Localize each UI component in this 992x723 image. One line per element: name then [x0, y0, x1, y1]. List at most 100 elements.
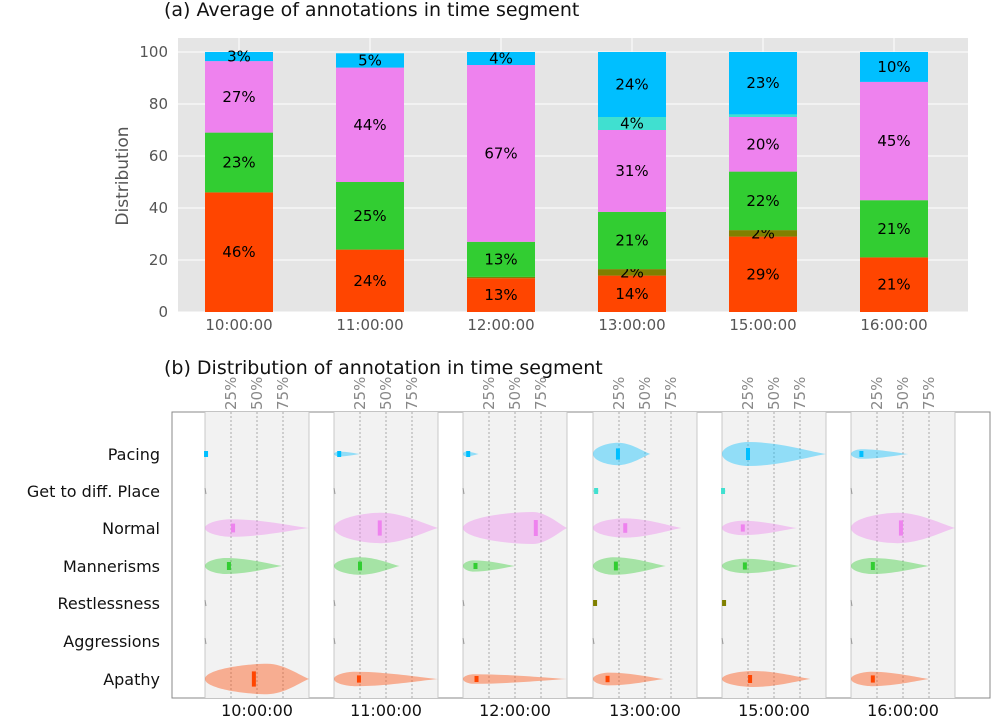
violin-shape — [722, 558, 800, 574]
data-label: 46% — [222, 243, 255, 261]
data-label: 24% — [353, 272, 386, 290]
violin-shape — [205, 663, 309, 695]
bar-segment-mannerisms — [467, 241, 535, 277]
chart-a-title: (a) Average of annotations in time segme… — [164, 0, 579, 21]
violin-shape — [722, 520, 797, 536]
data-label: 21% — [615, 232, 648, 250]
bar-segment-restlessness — [598, 269, 666, 276]
percentile-label: 25% — [222, 377, 240, 410]
violin-shape — [722, 671, 811, 687]
bar-segment-normal — [729, 117, 797, 172]
data-label: 24% — [615, 76, 648, 94]
category-label: Mannerisms — [63, 557, 160, 576]
violin-empty — [850, 637, 853, 645]
bar-segment-normal — [467, 65, 535, 242]
bar-segment-apathy — [336, 249, 404, 312]
category-label: Pacing — [108, 445, 160, 464]
chart-b-category-labels: Pacing Get to diff. Place Normal Mannerisms… — [27, 445, 160, 689]
percentile-label: 25% — [480, 377, 498, 410]
category-label: Restlessness — [58, 594, 160, 613]
data-label: 45% — [877, 132, 910, 150]
percentile-label: 25% — [351, 377, 369, 410]
violin-shape — [851, 449, 909, 459]
violin-empty — [462, 637, 465, 645]
violin-median — [748, 675, 753, 683]
violin-empty — [204, 637, 207, 645]
violin-median — [623, 523, 628, 533]
percentile-label: 75% — [274, 377, 292, 410]
percentile-label: 75% — [403, 377, 421, 410]
data-label: 44% — [353, 116, 386, 134]
violin-median — [615, 448, 620, 460]
segment-label: 10:00:00 — [221, 701, 293, 720]
violin-shape — [593, 672, 664, 686]
violin-shape — [463, 512, 567, 544]
violin-panel: 25% 50% 75% — [721, 377, 827, 698]
violin-panel: 25% 50% 75% — [462, 377, 568, 698]
segment-label: 15:00:00 — [738, 701, 810, 720]
violin-panel: 25% 50% 75% — [850, 377, 956, 698]
x-tick-label: 13:00:00 — [598, 316, 665, 334]
percentile-label: 25% — [868, 377, 886, 410]
chart-b-segment-labels: 10:00:00 11:00:00 12:00:00 13:00:00 15:00:00… — [221, 701, 939, 720]
bar-segment-restlessness — [729, 230, 797, 237]
x-tick-label: 11:00:00 — [336, 316, 403, 334]
violin-median — [231, 523, 236, 533]
bar-segment-mannerisms — [860, 200, 928, 258]
bar-segment-get_to_diff_place — [729, 114, 797, 117]
bar-segment-mannerisms — [729, 171, 797, 231]
violin-empty — [850, 599, 853, 607]
bar-segment-normal — [598, 130, 666, 212]
violin-median — [474, 676, 479, 682]
chart-a-ticks: 0 20 40 60 80 100 10:00:00 11:00:00 12:00:00 13:0… — [139, 43, 927, 334]
violin-median — [593, 600, 598, 606]
panel-background — [722, 412, 826, 698]
data-label: 21% — [877, 276, 910, 294]
percentile-label: 25% — [739, 377, 757, 410]
violin-shape — [851, 558, 929, 574]
data-label: 3% — [227, 48, 251, 66]
x-tick-label: 16:00:00 — [860, 316, 927, 334]
data-label: 23% — [746, 74, 779, 92]
chart-b-title: (b) Distribution of annotation in time s… — [164, 357, 603, 379]
bar-segment-apathy — [729, 236, 797, 312]
percentile-label: 75% — [532, 377, 550, 410]
violin-median — [742, 562, 747, 570]
percentile-label: 75% — [662, 377, 680, 410]
bar-segment-apathy — [860, 257, 928, 312]
violin-empty — [462, 599, 465, 607]
violin-median — [859, 451, 864, 457]
chart-a-plot-area — [178, 38, 968, 312]
bar-segment-get_to_diff_place — [598, 117, 666, 130]
violin-median — [204, 451, 209, 457]
violin-shape — [205, 519, 309, 537]
bar-segment-mannerisms — [205, 132, 273, 193]
percentile-label: 50% — [248, 377, 266, 410]
violin-median — [358, 561, 362, 571]
category-label: Aggressions — [63, 632, 160, 651]
data-label: 4% — [489, 50, 513, 68]
violin-median — [613, 561, 618, 571]
data-label: 22% — [746, 192, 779, 210]
violin-median — [473, 563, 478, 569]
chart-b: (b) Distribution of annotation in time s… — [27, 357, 991, 720]
panel-background — [463, 412, 567, 698]
bar-segment-normal — [860, 81, 928, 201]
panel-background — [334, 412, 438, 698]
violin-median — [740, 524, 745, 532]
data-label: 21% — [877, 220, 910, 238]
violin-panel: 25% 50% 75% — [592, 377, 698, 698]
y-tick-label: 20 — [149, 251, 168, 269]
violin-median — [746, 448, 750, 460]
data-label: 10% — [877, 58, 910, 76]
data-label: 13% — [484, 286, 517, 304]
bar-segment-apathy — [205, 192, 273, 312]
bar-segment-pacing — [860, 52, 928, 82]
bar-segment-pacing — [336, 53, 404, 68]
percentile-label: 25% — [610, 377, 628, 410]
percentile-label: 75% — [791, 377, 809, 410]
y-tick-label: 100 — [139, 43, 168, 61]
violin-empty — [204, 487, 207, 495]
violin-median — [870, 675, 875, 683]
bar-segment-pacing — [205, 52, 273, 62]
